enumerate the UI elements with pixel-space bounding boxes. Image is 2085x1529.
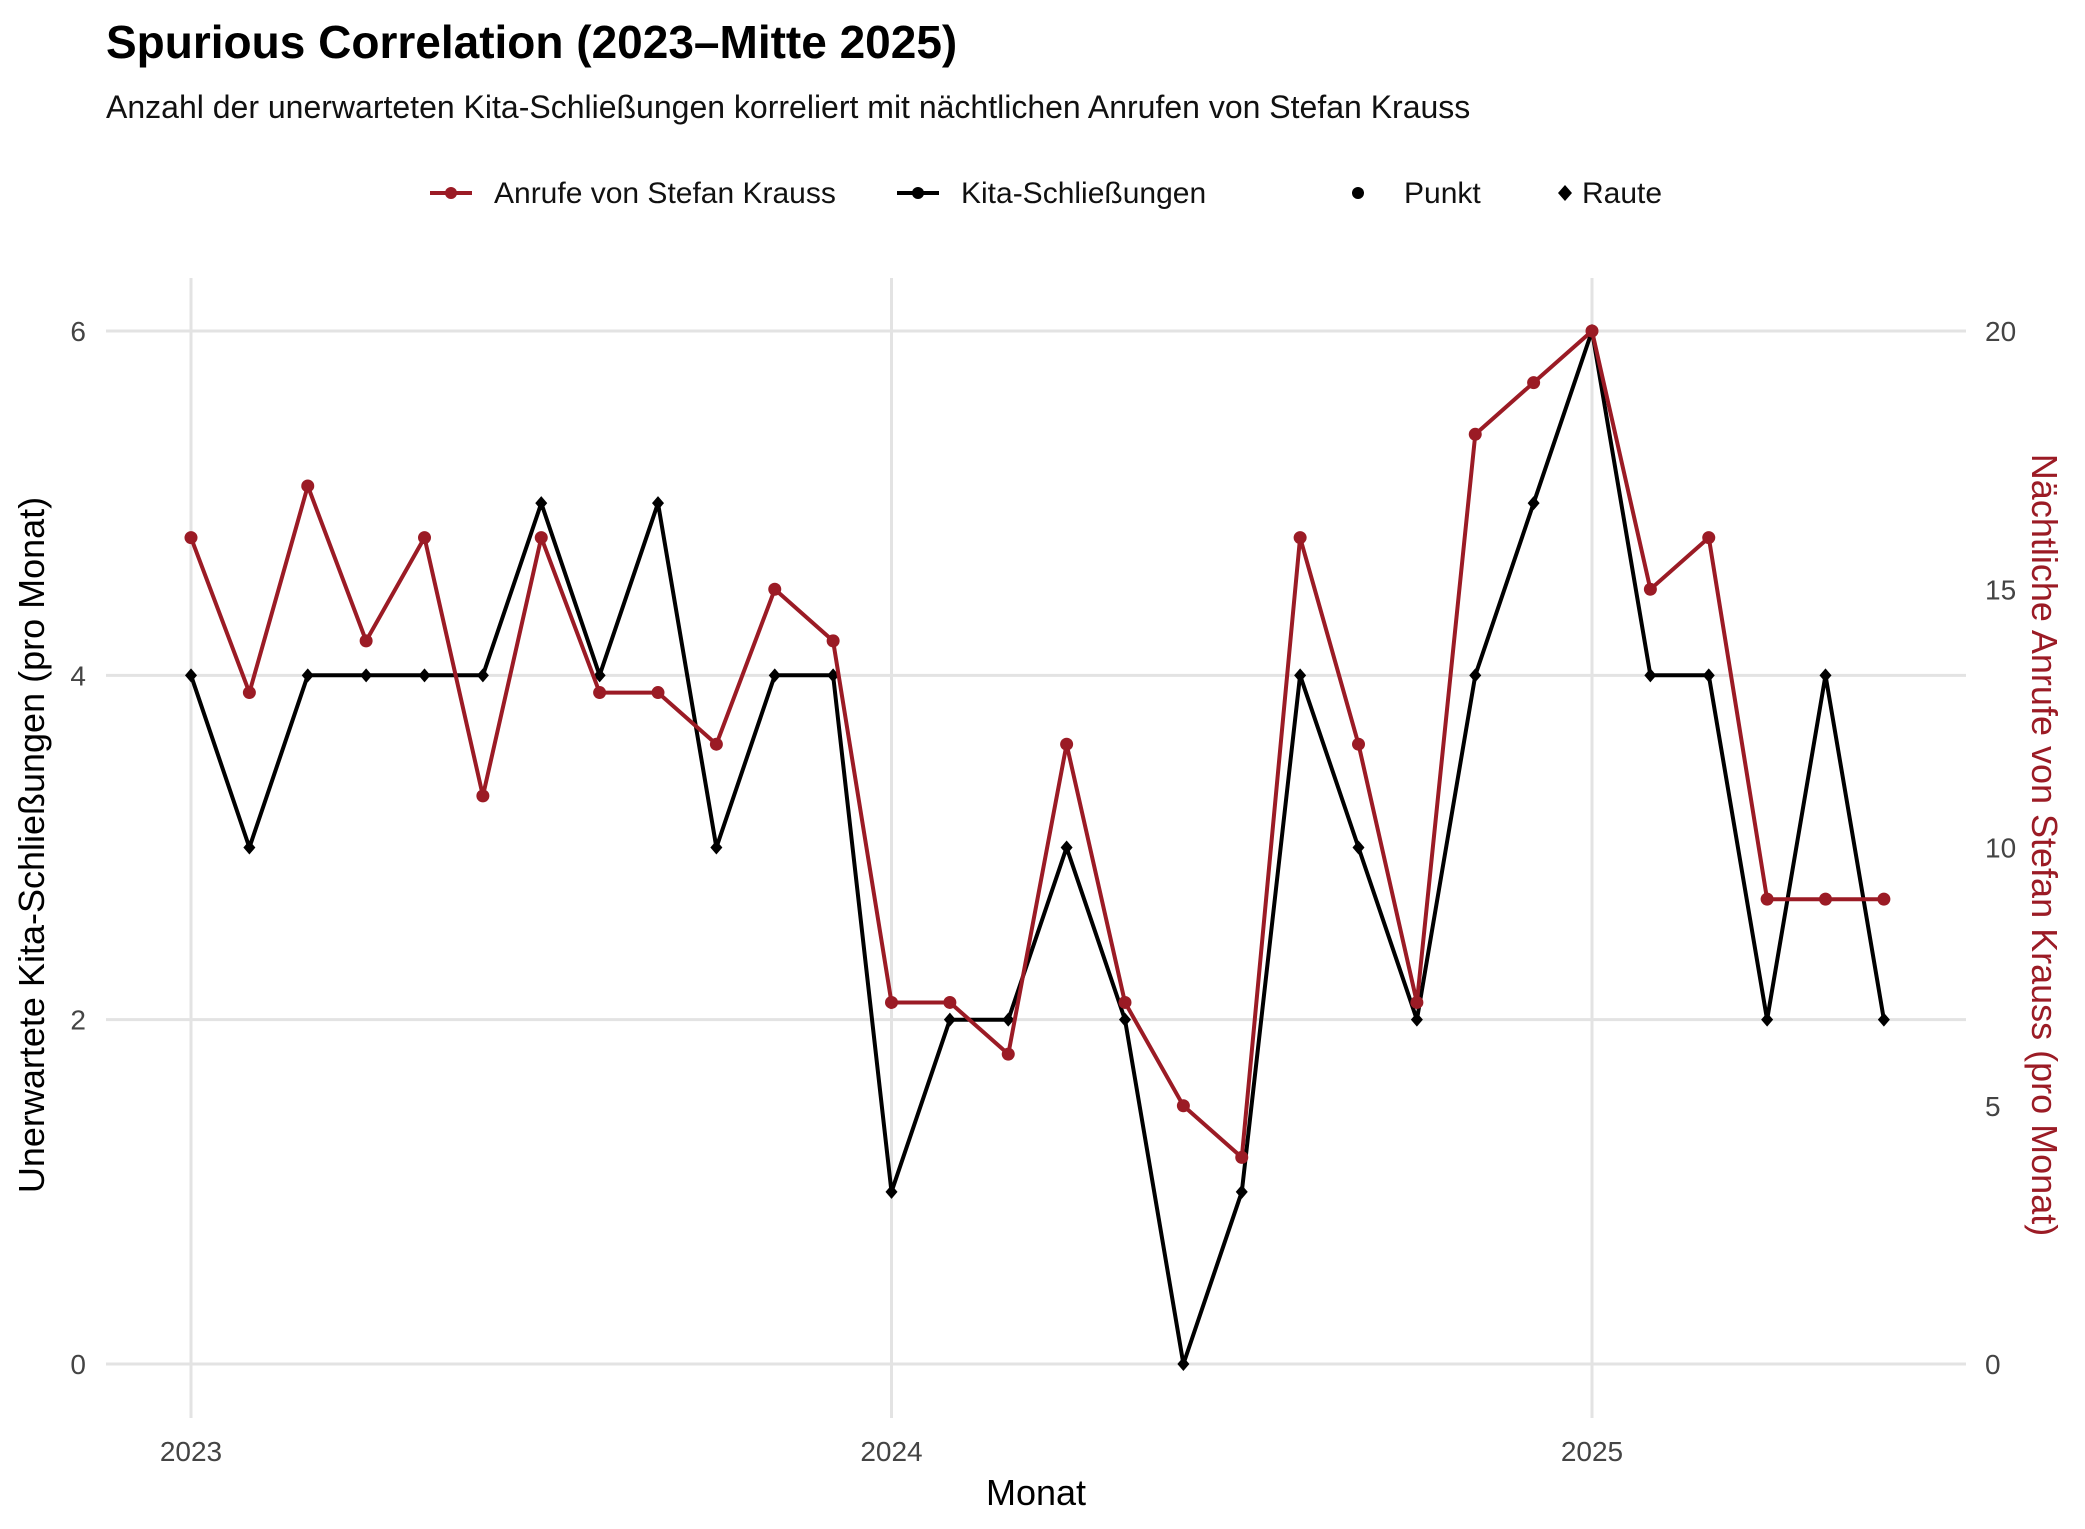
marker-closures-2025-03[interactable] <box>1702 668 1715 683</box>
line-closures <box>189 329 1886 1366</box>
marker-closures-2024-01[interactable] <box>885 1184 898 1199</box>
marker-closures-2024-10[interactable] <box>1410 1012 1423 1027</box>
marker-closures-2023-08[interactable] <box>593 668 606 683</box>
marker-calls-2024-05[interactable] <box>1118 995 1132 1009</box>
marker-calls-2023-02[interactable] <box>242 686 256 700</box>
marker-calls-2025-03[interactable] <box>1702 531 1716 545</box>
x-tick-2025: 2025 <box>1561 1436 1623 1467</box>
chart-title: Spurious Correlation (2023–Mitte 2025) <box>106 16 957 68</box>
series-layer <box>184 324 1891 1371</box>
legend-item-punkt[interactable]: Punkt <box>1352 177 1481 210</box>
marker-calls-2025-04[interactable] <box>1760 892 1774 906</box>
legend-point-calls <box>445 187 457 199</box>
legend-diamond-raute <box>1558 185 1572 201</box>
line-calls <box>189 329 1884 1160</box>
marker-calls-2024-03[interactable] <box>1001 1047 1015 1061</box>
marker-calls-2023-10[interactable] <box>709 737 723 751</box>
marker-calls-2024-06[interactable] <box>1176 1099 1190 1113</box>
marker-closures-2023-07[interactable] <box>535 496 548 511</box>
marker-calls-2024-09[interactable] <box>1352 737 1365 751</box>
marker-calls-2024-07[interactable] <box>1235 1150 1249 1164</box>
legend-label-punkt: Punkt <box>1404 177 1481 210</box>
legend-item-closures[interactable]: Kita-Schließungen <box>897 177 1206 210</box>
y-left-tick-labels: 0 2 4 6 <box>70 316 86 1380</box>
y-right-tick-5: 5 <box>1985 1091 2001 1122</box>
marker-closures-2023-03[interactable] <box>301 668 314 683</box>
legend-item-raute[interactable]: Raute <box>1558 177 1662 210</box>
marker-closures-2024-07[interactable] <box>1235 1184 1248 1199</box>
legend: Anrufe von Stefan Krauss Kita-Schließung… <box>430 177 1662 210</box>
marker-calls-2023-03[interactable] <box>301 479 315 493</box>
marker-calls-2023-09[interactable] <box>651 686 665 700</box>
marker-calls-2023-04[interactable] <box>359 634 373 648</box>
marker-calls-2024-08[interactable] <box>1293 531 1307 545</box>
x-tick-labels: 2023 2024 2025 <box>160 1436 1623 1467</box>
marker-calls-2023-11[interactable] <box>768 582 782 596</box>
legend-point-closures <box>912 187 924 199</box>
marker-closures-2025-02[interactable] <box>1644 668 1657 683</box>
marker-closures-2023-02[interactable] <box>243 840 256 855</box>
y-left-tick-4: 4 <box>70 660 86 691</box>
marker-calls-2024-10[interactable] <box>1410 995 1424 1009</box>
y-left-tick-6: 6 <box>70 316 86 347</box>
y-right-tick-0: 0 <box>1985 1349 2001 1380</box>
marker-calls-2025-02[interactable] <box>1643 582 1657 596</box>
marker-closures-2024-03[interactable] <box>1002 1012 1015 1027</box>
legend-label-closures: Kita-Schließungen <box>961 177 1206 210</box>
marker-calls-2023-07[interactable] <box>534 531 548 545</box>
marker-calls-2025-01[interactable] <box>1585 324 1599 338</box>
x-tick-2023: 2023 <box>160 1436 222 1467</box>
marker-calls-2024-01[interactable] <box>885 995 898 1009</box>
marker-closures-2025-05[interactable] <box>1819 668 1832 683</box>
marker-calls-2024-04[interactable] <box>1060 737 1074 751</box>
marker-closures-2025-06[interactable] <box>1877 1012 1890 1027</box>
x-axis-title: Monat <box>986 1472 1086 1513</box>
legend-label-calls: Anrufe von Stefan Krauss <box>494 177 836 210</box>
marker-closures-2024-06[interactable] <box>1177 1357 1190 1371</box>
marker-closures-2023-11[interactable] <box>768 668 781 683</box>
marker-calls-2023-08[interactable] <box>593 686 607 700</box>
legend-point-punkt <box>1352 187 1364 199</box>
marker-calls-2023-01[interactable] <box>184 531 198 545</box>
legend-label-raute: Raute <box>1582 177 1662 210</box>
y-right-tick-15: 15 <box>1985 574 2016 605</box>
marker-calls-2023-06[interactable] <box>476 789 490 803</box>
series-calls <box>184 324 1891 1164</box>
marker-closures-2024-11[interactable] <box>1469 668 1482 683</box>
grid <box>106 278 1966 1418</box>
marker-calls-2025-06[interactable] <box>1877 892 1891 906</box>
series-closures <box>185 324 1890 1371</box>
y-left-tick-2: 2 <box>70 1005 86 1036</box>
marker-closures-2024-08[interactable] <box>1294 668 1307 683</box>
chart-subtitle: Anzahl der unerwarteten Kita-Schließunge… <box>106 89 1470 125</box>
marker-closures-2025-04[interactable] <box>1761 1012 1774 1027</box>
marker-closures-2023-05[interactable] <box>418 668 431 683</box>
legend-item-calls[interactable]: Anrufe von Stefan Krauss <box>430 177 836 210</box>
marker-calls-2023-12[interactable] <box>826 634 840 648</box>
marker-closures-2024-04[interactable] <box>1060 840 1073 855</box>
marker-closures-2024-12[interactable] <box>1527 496 1540 511</box>
marker-closures-2023-06[interactable] <box>476 668 489 683</box>
y-right-tick-labels: 0 5 10 15 20 <box>1985 316 2016 1380</box>
marker-calls-2023-05[interactable] <box>418 531 431 545</box>
marker-calls-2024-12[interactable] <box>1527 376 1541 390</box>
y-right-tick-10: 10 <box>1985 833 2016 864</box>
marker-closures-2023-04[interactable] <box>360 668 373 683</box>
y-right-tick-20: 20 <box>1985 316 2016 347</box>
y-right-axis-title: Nächtliche Anrufe von Stefan Krauss (pro… <box>2024 454 2065 1236</box>
marker-closures-2024-02[interactable] <box>943 1012 956 1027</box>
marker-calls-2024-02[interactable] <box>943 995 957 1009</box>
y-left-tick-0: 0 <box>70 1349 86 1380</box>
marker-closures-2024-05[interactable] <box>1119 1012 1131 1027</box>
marker-calls-2025-05[interactable] <box>1819 892 1832 906</box>
marker-closures-2023-10[interactable] <box>710 840 723 855</box>
marker-calls-2024-11[interactable] <box>1468 427 1482 441</box>
marker-closures-2023-09[interactable] <box>652 496 664 511</box>
marker-closures-2023-01[interactable] <box>185 668 197 683</box>
x-tick-2024: 2024 <box>860 1436 922 1467</box>
marker-closures-2024-09[interactable] <box>1352 840 1365 855</box>
y-left-axis-title: Unerwartete Kita-Schließungen (pro Monat… <box>11 497 52 1193</box>
